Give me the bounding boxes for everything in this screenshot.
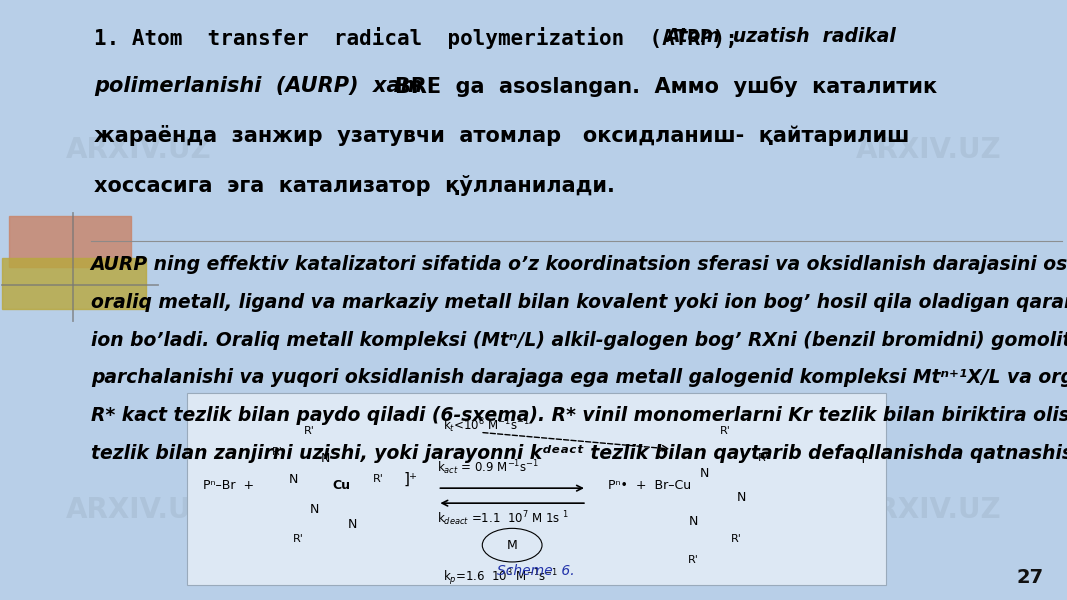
Bar [9,216,131,267]
Text: 1. Atom  transfer  radical  polymerization  (ATRP);: 1. Atom transfer radical polymerization … [94,27,737,49]
Text: ]⁺: ]⁺ [403,472,417,487]
Text: ARXIV.UZ: ARXIV.UZ [66,496,211,524]
Text: parchalanishi va yuqori oksidlanish darajaga ega metall galogenid kompleksi Mtⁿ⁺: parchalanishi va yuqori oksidlanish dara… [91,368,1067,388]
Text: polimerlanishi  (AURP)  xam: polimerlanishi (AURP) xam [94,76,436,96]
Text: R': R' [758,453,768,463]
Text: 27: 27 [1017,568,1044,587]
Text: N: N [689,515,698,527]
Text: R* kact tezlik bilan paydo qiladi (6-sxema). R* vinil monomerlarni Kr tezlik bil: R* kact tezlik bilan paydo qiladi (6-sxe… [91,406,1067,425]
Text: R': R' [293,534,304,544]
Text: N: N [737,491,746,503]
Text: Pⁿ•  +  Br–Cu: Pⁿ• + Br–Cu [608,479,691,491]
Text: ARXIV.UZ: ARXIV.UZ [856,496,1001,524]
Text: M: M [507,539,517,551]
Circle shape [482,529,542,562]
Text: N: N [289,473,298,485]
Text: k$_{act}$ = 0.9 M$^{-1}$s$^{-1}$: k$_{act}$ = 0.9 M$^{-1}$s$^{-1}$ [437,458,540,476]
Text: +: + [857,451,870,466]
Text: k$_{deact}$ =1.1  10$^7$ M 1s $^1$: k$_{deact}$ =1.1 10$^7$ M 1s $^1$ [437,509,570,527]
Text: k$_p$=1.6  10$^3$ M$^{-1}$s$^{-1}$: k$_p$=1.6 10$^3$ M$^{-1}$s$^{-1}$ [443,568,558,589]
Text: ion bo’ladi. Oraliq metall kompleksi (Mtⁿ/L) alkil-galogen bog’ RXni (benzil bro: ion bo’ladi. Oraliq metall kompleksi (Mt… [91,331,1067,350]
Text: ARXIV.UZ: ARXIV.UZ [66,136,211,164]
Text: ARXIV.UZ: ARXIV.UZ [856,136,1001,164]
Text: R': R' [304,426,315,436]
Text: N: N [310,503,319,515]
Text: tezlik bilan zanjirni uzishi, yoki jarayonni kᵈᵉᵃᶜᵗ tezlik bilan qaytarib defaol: tezlik bilan zanjirni uzishi, yoki jaray… [91,444,1067,463]
Text: k$_t$<10$^8$ M$^{-1}$s$^{-1}$: k$_t$<10$^8$ M$^{-1}$s$^{-1}$ [443,416,530,434]
Text: N: N [700,467,708,479]
Text: R': R' [731,534,742,544]
Text: N: N [348,518,356,530]
Text: жараёнда  занжир  узатувчи  атомлар   оксидланиш-  қайтарилиш: жараёнда занжир узатувчи атомлар оксидла… [94,125,909,146]
Text: AURP ning effektiv katalizatori sifatida o’z koordinatsion sferasi va oksidlanis: AURP ning effektiv katalizatori sifatida… [91,255,1067,274]
Text: хоссасига  эга  катализатор  қўлланилади.: хоссасига эга катализатор қўлланилади. [94,175,615,196]
Text: oraliq metall, ligand va markaziy metall bilan kovalent yoki ion bog’ hosil qila: oraliq metall, ligand va markaziy metall… [91,293,1067,312]
Text: Pⁿ–Br  +: Pⁿ–Br + [203,479,254,491]
Bar [187,393,886,585]
Text: Scheme  6.: Scheme 6. [497,564,575,578]
Text: R': R' [272,447,283,457]
Text: R': R' [720,426,731,436]
Text: R': R' [688,555,699,565]
Text: Cu: Cu [333,479,350,491]
Bar [2,258,146,309]
Text: Atom  uzatish  radikal: Atom uzatish radikal [665,27,895,46]
Text: N: N [321,452,330,464]
Text: BRE  ga  asoslangan.  Аммо  ушбу  каталитик: BRE ga asoslangan. Аммо ушбу каталитик [395,76,937,97]
Text: R': R' [373,474,384,484]
